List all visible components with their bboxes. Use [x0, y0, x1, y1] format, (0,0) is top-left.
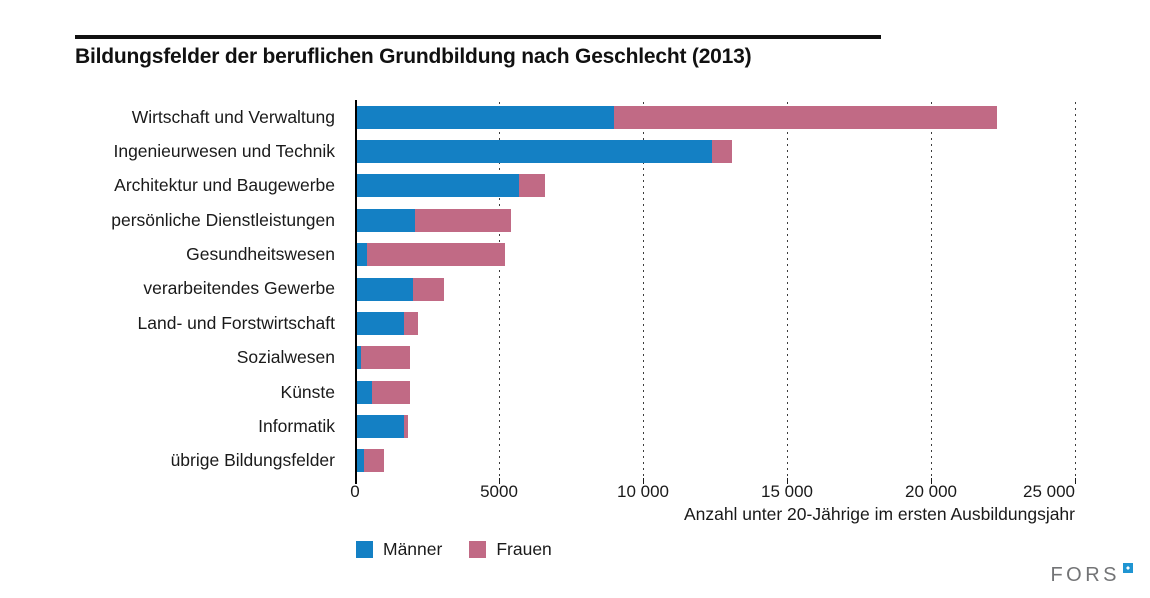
legend: Männer Frauen [356, 539, 552, 560]
gridline-20000 [930, 102, 932, 478]
bar-segment-frauen [363, 449, 384, 473]
bar-row [355, 277, 445, 301]
gridline-25000 [1074, 102, 1076, 478]
category-label: Architektur und Baugewerbe [114, 175, 335, 196]
title-rule [75, 35, 881, 39]
y-axis-category-labels: Wirtschaft und Verwaltung Ingenieurwesen … [55, 100, 345, 478]
gridline-15000 [786, 102, 788, 478]
bar-segment-frauen [372, 380, 410, 404]
bar-segment-maenner [355, 243, 367, 267]
fors-logo: FORS [1050, 563, 1133, 586]
category-label: persönliche Dienstleistungen [111, 209, 335, 230]
axis-tick-20000 [930, 478, 932, 484]
bar-segment-frauen [412, 277, 445, 301]
category-label: Sozialwesen [236, 347, 335, 368]
x-tick-label-25000: 25 000 [1023, 482, 1075, 501]
bar-segment-maenner [355, 208, 416, 232]
bar-segment-frauen [614, 105, 998, 129]
bar-segment-frauen [360, 346, 410, 370]
x-tick-label-0: 0 [350, 482, 360, 501]
gridline-10000 [642, 102, 644, 478]
legend-label-maenner: Männer [383, 539, 443, 559]
legend-item-maenner: Männer [356, 539, 442, 560]
x-axis-title: Anzahl unter 20-Jährige im ersten Ausbil… [683, 504, 1075, 524]
category-label: Ingenieurwesen und Technik [113, 141, 335, 162]
gridline-5000 [498, 102, 500, 478]
bar-segment-maenner [355, 174, 520, 198]
legend-swatch-frauen-icon [469, 541, 487, 558]
bar-segment-maenner [355, 449, 364, 473]
bar-row [355, 243, 505, 267]
y-axis-line [355, 100, 357, 484]
axis-tick-5000 [498, 478, 500, 484]
bar-segment-frauen [403, 414, 409, 438]
bar-segment-frauen [519, 174, 546, 198]
category-label: verarbeitendes Gewerbe [143, 278, 335, 299]
category-label: Künste [280, 381, 335, 402]
legend-label-frauen: Frauen [496, 539, 552, 559]
bar-row [355, 208, 511, 232]
legend-swatch-maenner-icon [356, 541, 373, 558]
category-label: Wirtschaft und Verwaltung [131, 106, 335, 127]
category-label: Informatik [258, 415, 335, 436]
bar-segment-maenner [355, 140, 713, 164]
x-tick-label-20000: 20 000 [905, 482, 957, 501]
bar-row [355, 346, 410, 370]
page-title: Bildungsfelder der beruflichen Grundbild… [75, 45, 752, 68]
fors-logo-mark-icon [1123, 563, 1133, 573]
bar-segment-maenner [355, 380, 373, 404]
axis-tick-15000 [786, 478, 788, 484]
category-label: übrige Bildungsfelder [170, 450, 335, 471]
bar-row [355, 140, 733, 164]
axis-tick-10000 [642, 478, 644, 484]
category-label: Gesundheitswesen [186, 244, 335, 265]
bar-segment-maenner [355, 346, 361, 370]
x-tick-label-15000: 15 000 [761, 482, 813, 501]
bar-row [355, 311, 419, 335]
legend-item-frauen: Frauen [469, 539, 552, 560]
bar-segment-maenner [355, 105, 615, 129]
x-tick-label-5000: 5000 [480, 482, 518, 501]
bar-segment-frauen [366, 243, 505, 267]
bar-row [355, 380, 410, 404]
bar-segment-frauen [415, 208, 511, 232]
bar-segment-maenner [355, 414, 404, 438]
bar-row [355, 105, 998, 129]
axis-tick-25000 [1074, 478, 1076, 484]
bar-row [355, 449, 384, 473]
bar-row [355, 174, 546, 198]
bar-segment-frauen [403, 311, 419, 335]
bar-row [355, 414, 409, 438]
plot-area [355, 100, 1076, 484]
bar-segment-frauen [712, 140, 733, 164]
x-axis-tick-labels: 0 5000 10 000 15 000 20 000 25 000 [350, 482, 1075, 502]
fors-logo-text: FORS [1050, 564, 1120, 586]
bar-segment-maenner [355, 277, 413, 301]
category-label: Land- und Forstwirtschaft [137, 312, 335, 333]
x-tick-label-10000: 10 000 [617, 482, 669, 501]
bar-segment-maenner [355, 311, 404, 335]
